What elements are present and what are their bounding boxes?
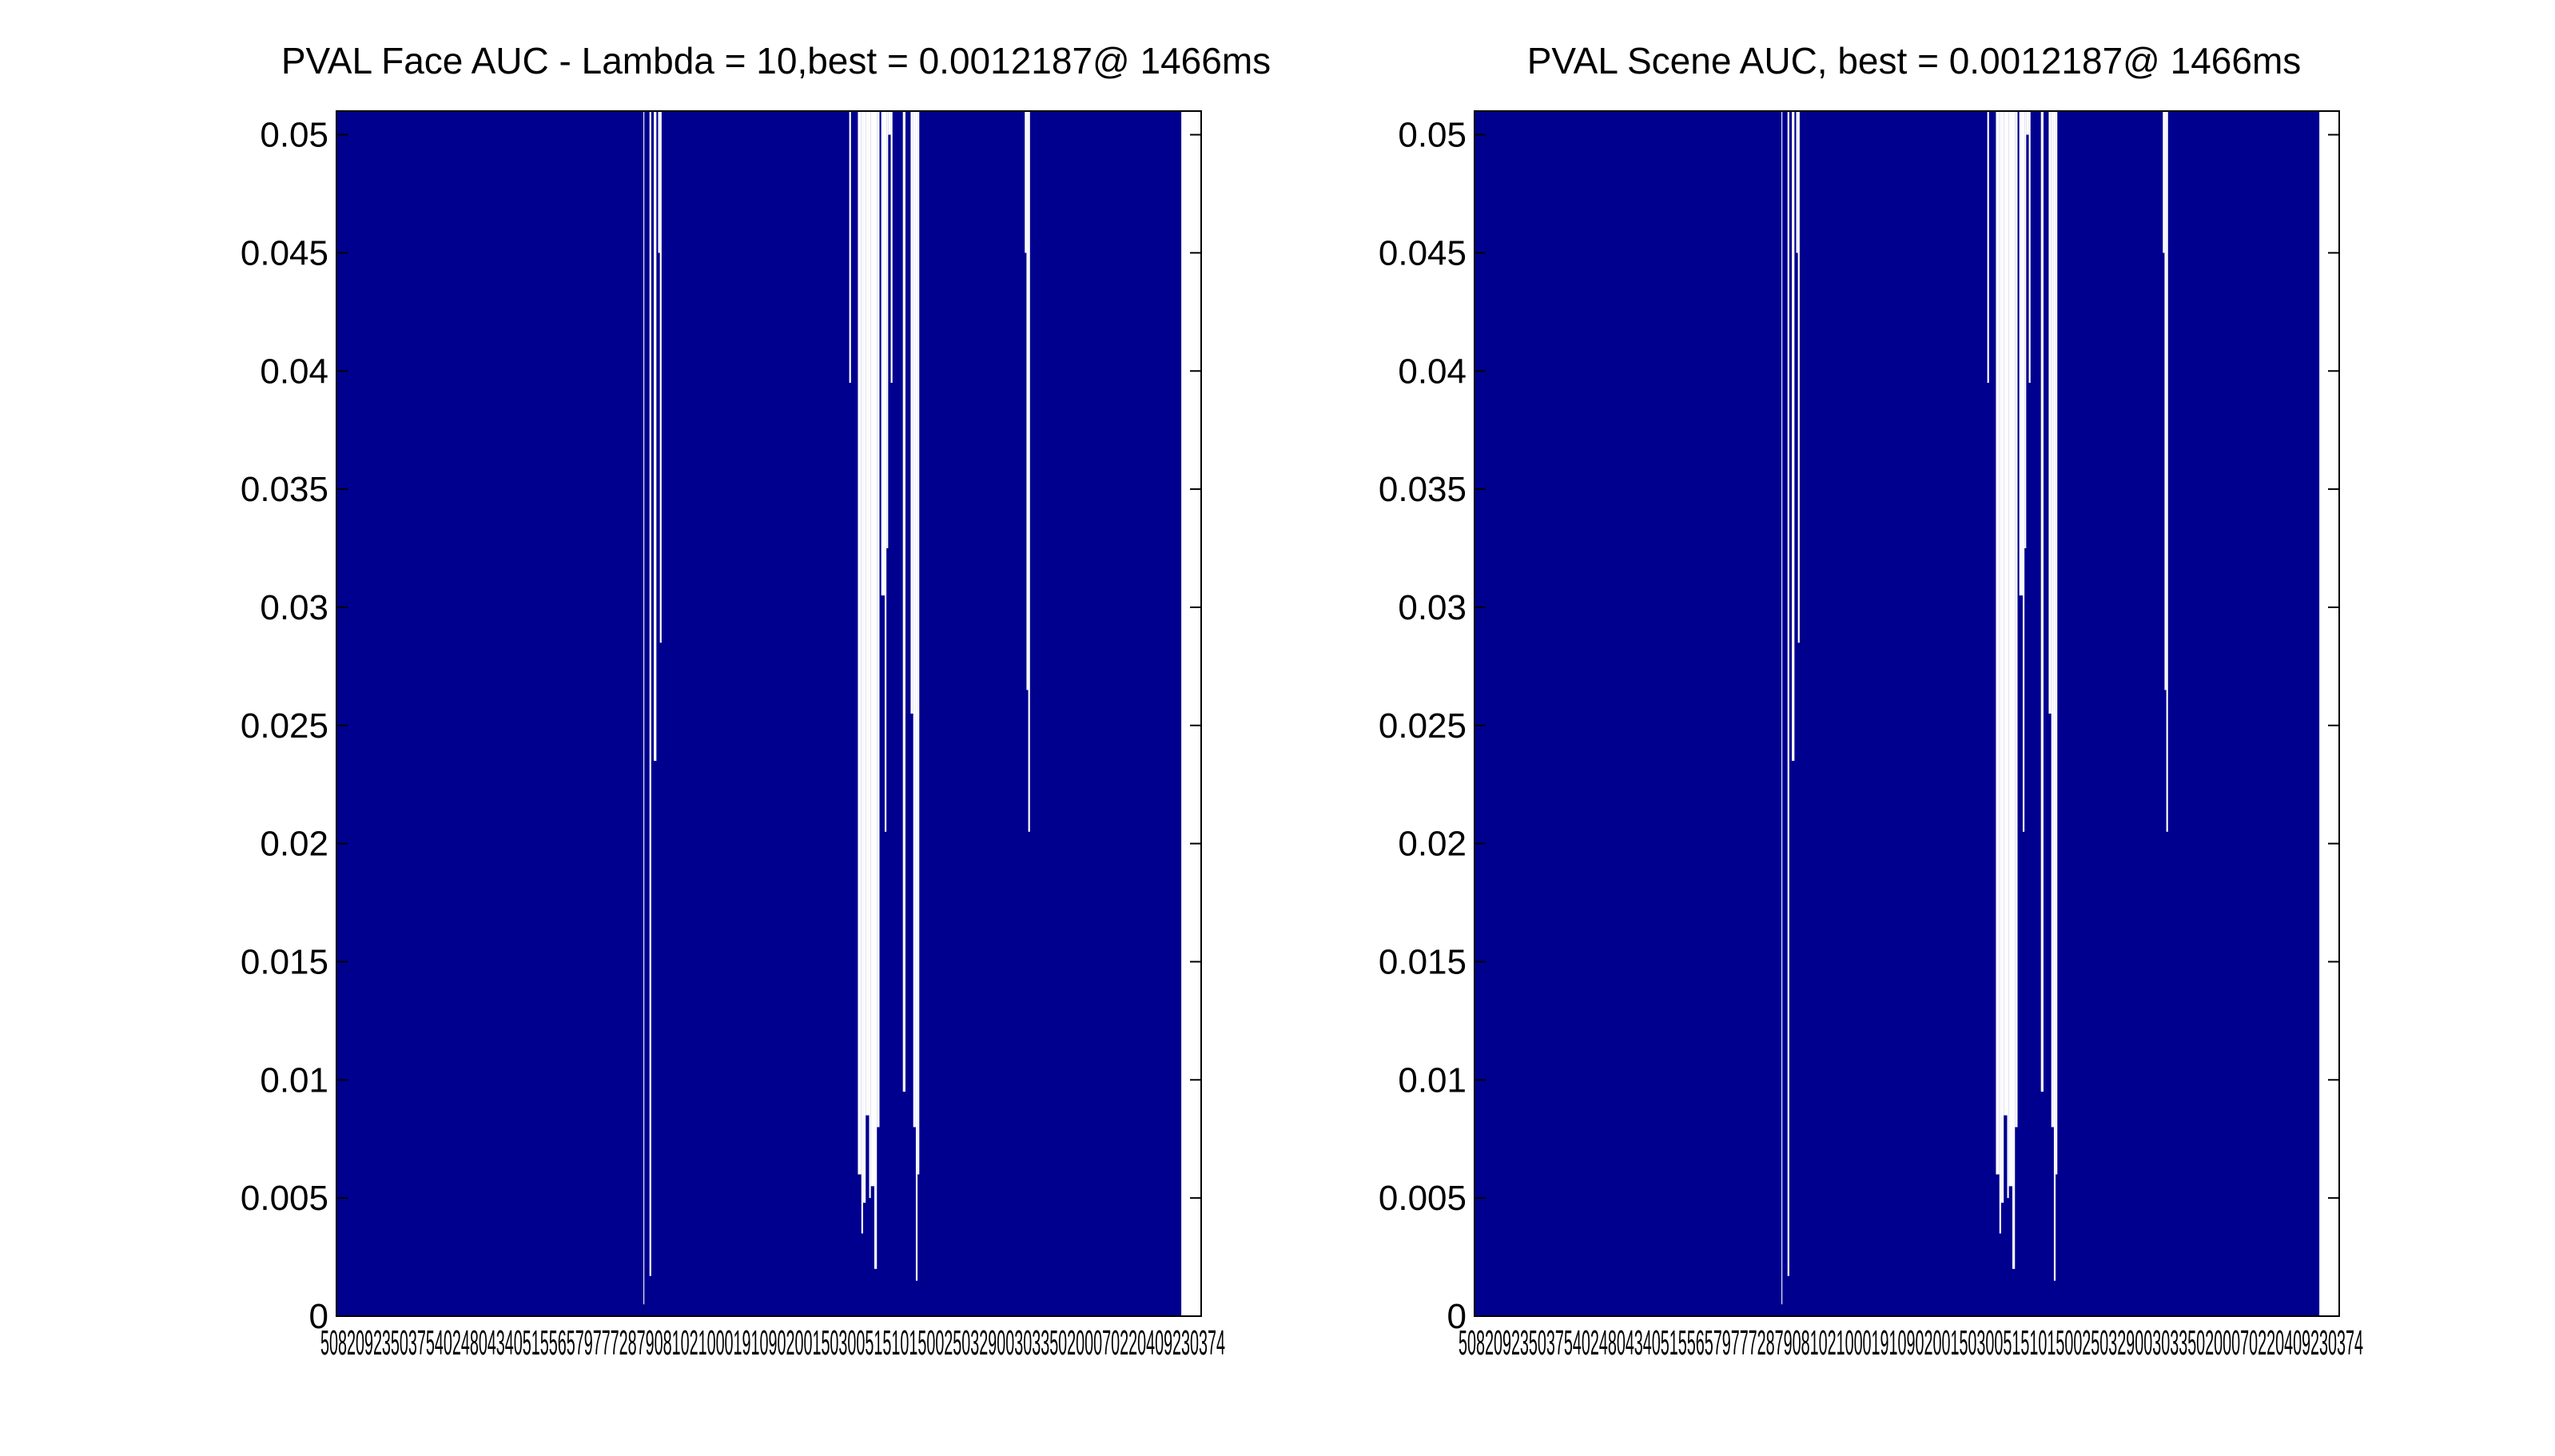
face-auc-gap-23 [902, 111, 905, 1092]
face-auc-axes-box [336, 110, 1202, 1317]
scene-auc-gap-26 [2053, 111, 2056, 1281]
scene-auc-ytick-label-10: 0.05 [1398, 116, 1467, 155]
scene-auc-gap-15 [2008, 111, 2013, 1187]
face-auc-gap-19 [884, 111, 887, 832]
face-auc-gap-13 [866, 111, 870, 1116]
face-auc-ytick-label-0: 0 [309, 1297, 328, 1336]
scene-auc-ytick-label-6: 0.03 [1398, 588, 1467, 627]
scene-auc-gap-27 [2056, 111, 2058, 1175]
face-auc-xtick-labels: 5082092350375402480434051556579777287908… [320, 1323, 1225, 1363]
face-auc-gap-22 [890, 111, 893, 384]
face-auc-gap-16 [874, 111, 878, 1269]
face-auc-ytick-label-6: 0.03 [260, 588, 328, 627]
scene-auc-xtick-labels: 5082092350375402480434051556579777287908… [1459, 1323, 2363, 1363]
face-auc-ytick-label-7: 0.035 [241, 470, 328, 509]
scene-auc-panel: PVAL Scene AUC, best = 0.0012187@ 1466ms… [1379, 40, 2363, 1363]
scene-auc-gap-11 [1999, 111, 2001, 1234]
face-auc-plot-area: 0 0.005 0.01 0.015 0.02 0.025 0.03 0.035 0.04 0.0… [241, 110, 1225, 1363]
face-auc-ytick-label-4: 0.02 [260, 825, 328, 864]
face-auc-gap-26 [915, 111, 918, 1281]
scene-auc-gap-29 [2164, 111, 2167, 690]
scene-auc-gap-25 [2051, 111, 2054, 1128]
scene-auc-gap-13 [2004, 111, 2008, 1116]
face-auc-gap-11 [861, 111, 863, 1234]
face-auc-gap-28 [1025, 111, 1027, 253]
scene-auc-gap-0 [1781, 111, 1783, 1305]
face-auc-panel: PVAL Face AUC - Lambda = 10,best = 0.001… [241, 40, 1271, 1363]
scene-auc-ytick-label-4: 0.02 [1398, 825, 1467, 864]
face-auc-gap-2 [649, 111, 651, 1276]
scene-auc-gap-22 [2028, 111, 2031, 384]
face-auc-ytick-label-5: 0.025 [241, 706, 328, 746]
face-auc-gap-4 [654, 111, 657, 762]
scene-auc-gap-14 [2007, 111, 2009, 1199]
scene-auc-gap-20 [2024, 111, 2027, 549]
scene-auc-gap-19 [2022, 111, 2025, 832]
face-auc-gap-20 [886, 111, 889, 549]
scene-auc-gap-30 [2166, 111, 2168, 832]
face-auc-gap-29 [1026, 111, 1029, 690]
scene-auc-gap-7 [1797, 111, 1800, 643]
face-auc-ytick-label-10: 0.05 [260, 116, 328, 155]
face-auc-ytick-label-9: 0.045 [241, 233, 328, 273]
face-auc-ytick-label-1: 0.005 [241, 1179, 328, 1218]
scene-auc-gap-28 [2163, 111, 2165, 253]
scene-auc-gap-9 [1987, 111, 1989, 384]
face-auc-gap-15 [870, 111, 875, 1187]
scene-auc-gap-4 [1792, 111, 1795, 762]
face-auc-ytick-label-8: 0.04 [260, 352, 328, 391]
scene-auc-ytick-label-2: 0.01 [1398, 1060, 1467, 1100]
scene-auc-ytick-label-0: 0 [1447, 1297, 1467, 1336]
face-auc-gap-6 [658, 111, 660, 253]
face-auc-ytick-label-2: 0.01 [260, 1060, 328, 1100]
scene-auc-gap-18 [2019, 111, 2023, 596]
scene-auc-gap-21 [2026, 111, 2029, 135]
scene-auc-ytick-label-5: 0.025 [1379, 706, 1467, 746]
face-auc-gap-21 [888, 111, 891, 135]
face-auc-gap-27 [917, 111, 920, 1175]
scene-auc-axes-box [1474, 110, 2340, 1317]
scene-auc-gap-10 [1996, 111, 2000, 1175]
scene-auc-plot-area: 0 0.005 0.01 0.015 0.02 0.025 0.03 0.035 0.04 0.0… [1379, 110, 2363, 1363]
face-auc-gap-25 [913, 111, 916, 1128]
face-auc-gap-0 [643, 111, 645, 1305]
face-auc-gap-9 [849, 111, 851, 384]
face-auc-ytick-label-3: 0.015 [241, 942, 328, 981]
face-auc-gap-7 [659, 111, 662, 643]
scene-auc-ytick-label-1: 0.005 [1379, 1179, 1467, 1218]
scene-auc-gap-16 [2012, 111, 2016, 1269]
scene-auc-fill-area [1474, 111, 2320, 1316]
face-auc-gap-18 [881, 111, 885, 596]
scene-auc-gap-6 [1796, 111, 1798, 253]
face-auc-gap-17 [877, 111, 880, 1128]
scene-auc-gap-24 [2048, 111, 2052, 714]
scene-auc-gap-2 [1787, 111, 1789, 1276]
scene-auc-gap-12 [2000, 111, 2004, 1203]
scene-auc-gap-17 [2015, 111, 2018, 1128]
face-auc-title: PVAL Face AUC - Lambda = 10,best = 0.001… [281, 40, 1271, 82]
face-auc-fill-area [336, 111, 1182, 1316]
scene-auc-gap-23 [2040, 111, 2044, 1092]
scene-auc-ytick-label-3: 0.015 [1379, 942, 1467, 981]
face-auc-gap-14 [869, 111, 871, 1199]
scene-auc-ytick-label-8: 0.04 [1398, 352, 1467, 391]
face-auc-gap-30 [1028, 111, 1030, 832]
scene-auc-ytick-label-7: 0.035 [1379, 470, 1467, 509]
face-auc-gap-24 [910, 111, 913, 714]
face-auc-gap-10 [858, 111, 862, 1175]
face-auc-gap-12 [862, 111, 866, 1203]
scene-auc-title: PVAL Scene AUC, best = 0.0012187@ 1466ms [1527, 40, 2302, 82]
scene-auc-ytick-label-9: 0.045 [1379, 233, 1467, 273]
